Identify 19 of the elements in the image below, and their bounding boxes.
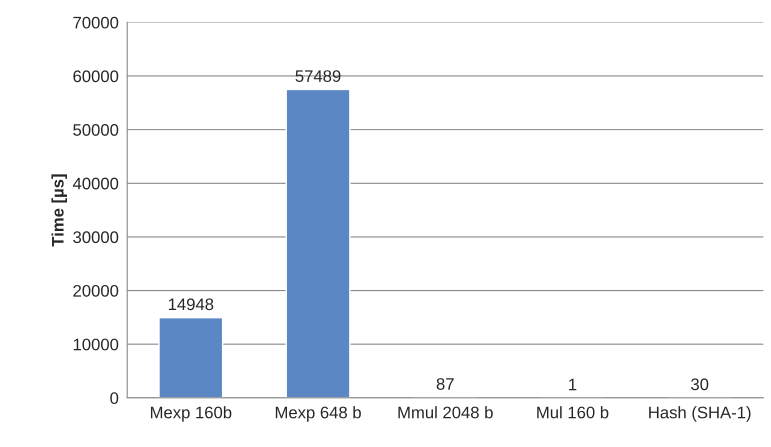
x-tick-label: Hash (SHA-1)	[649, 406, 751, 422]
y-axis-title: Time [µs]	[51, 174, 67, 247]
x-tick-label: Mmul 2048 b	[398, 406, 493, 418]
data-label: 57489	[296, 70, 340, 82]
y-tick-label: 60000	[73, 70, 118, 82]
data-label: 1	[569, 378, 576, 390]
data-label: 30	[691, 378, 708, 390]
y-tick-label: 10000	[74, 338, 118, 350]
y-tick-label: 20000	[73, 284, 118, 297]
y-tick-label: 50000	[73, 124, 118, 136]
data-label: 87	[436, 378, 454, 390]
y-tick-label: 40000	[72, 178, 118, 190]
x-tick-label: Mul 160 b	[537, 406, 608, 418]
x-tick-label: Mexp 160b	[150, 406, 232, 422]
y-tick-label: 30000	[73, 231, 118, 244]
data-label: 14948	[168, 298, 214, 310]
y-tick-label: 0	[110, 392, 118, 404]
y-tick-label: 70000	[73, 16, 118, 29]
x-tick-label: Mexp 648 b	[276, 406, 361, 422]
